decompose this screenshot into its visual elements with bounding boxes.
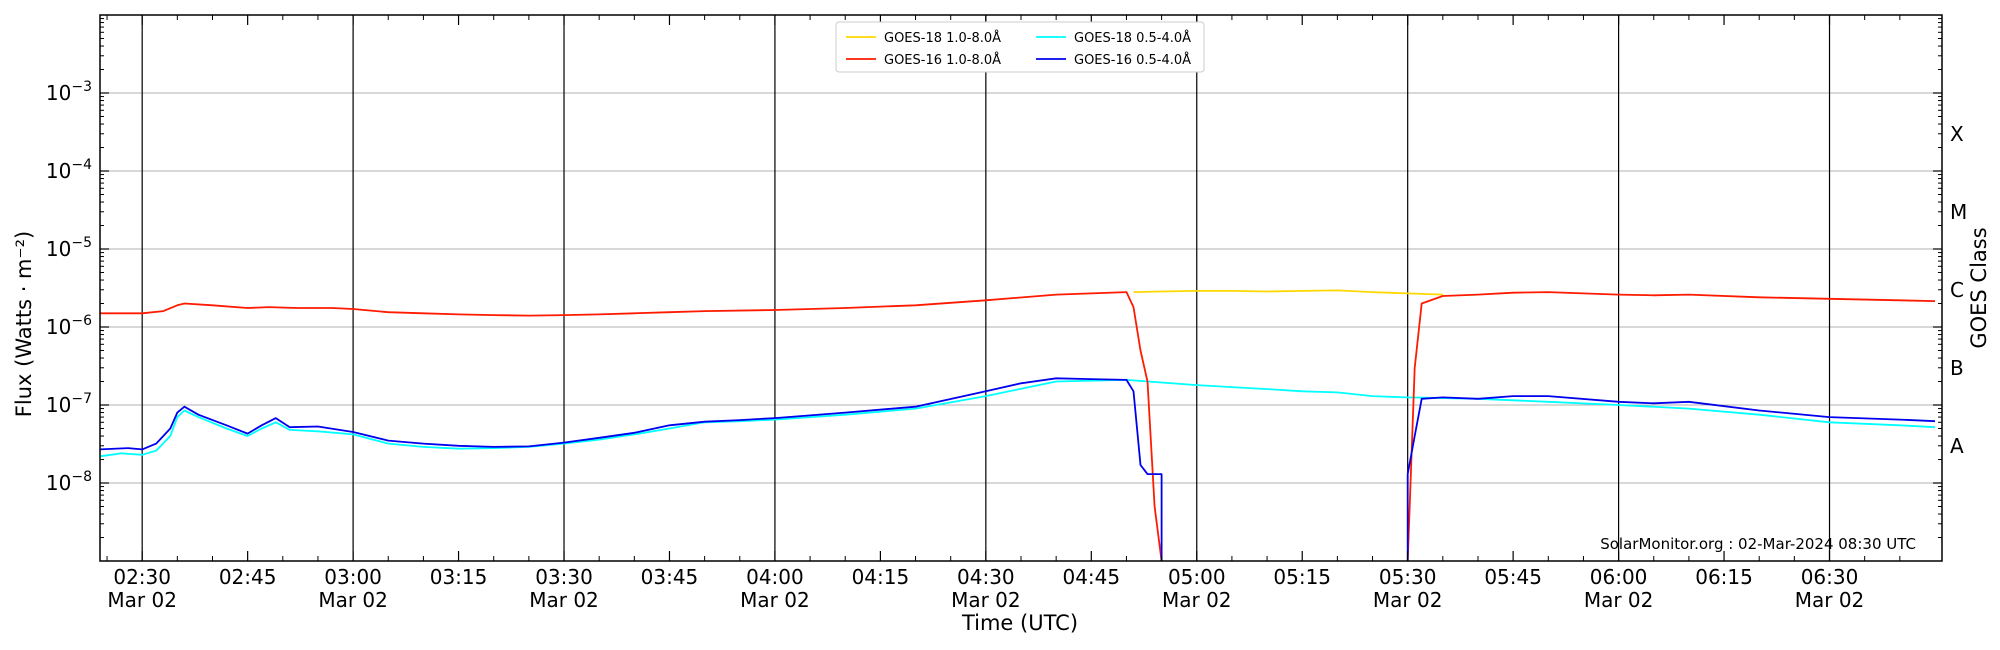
- series-line-5: [1406, 395, 1936, 561]
- x-tick-label: 06:15: [1695, 565, 1753, 589]
- x-tick-label: 02:30: [113, 565, 171, 589]
- x-tick-label: 02:45: [219, 565, 277, 589]
- plot-frame: [99, 14, 1943, 562]
- goes-class-C: C: [1950, 278, 1964, 302]
- x-tick-date: Mar 02: [1162, 588, 1232, 612]
- x-tick-label: 06:00: [1590, 565, 1648, 589]
- series-line-1: [100, 291, 1163, 562]
- y-axis-label: Flux (Watts · m⁻²): [12, 231, 36, 417]
- x-tick-label: 04:45: [1062, 565, 1120, 589]
- y-tick-label: 10−5: [46, 235, 92, 261]
- series-line-4: [99, 377, 1163, 561]
- x-tick-label: 03:30: [535, 565, 593, 589]
- series-line-3: [99, 378, 1936, 458]
- x-tick-label: 04:30: [957, 565, 1015, 589]
- x-tick-date: Mar 02: [318, 588, 388, 612]
- legend-box: [835, 21, 1205, 73]
- x-tick-date: Mar 02: [740, 588, 810, 612]
- y-tick-label: 10−8: [46, 469, 92, 495]
- x-tick-date: Mar 02: [1373, 588, 1443, 612]
- y-tick-label: 10−4: [46, 157, 92, 183]
- legend-entry: GOES-18 1.0-8.0Å: [884, 30, 1001, 46]
- goes-class-labels: A B C M X: [1950, 122, 1967, 458]
- x-tick-label: 05:00: [1168, 565, 1226, 589]
- goes-class-axis-label: GOES Class: [1967, 227, 1991, 348]
- x-tick-date: Mar 02: [1584, 588, 1654, 612]
- goes-class-B: B: [1950, 356, 1964, 380]
- x-tick-date: Mar 02: [107, 588, 177, 612]
- legend-entry: GOES-16 0.5-4.0Å: [1074, 52, 1191, 68]
- credit-text: SolarMonitor.org : 02-Mar-2024 08:30 UTC: [1600, 535, 1916, 553]
- legend-entry: GOES-16 1.0-8.0Å: [884, 52, 1001, 68]
- x-tick-label: 04:00: [746, 565, 804, 589]
- x-tick-label: 05:45: [1484, 565, 1542, 589]
- goes-class-A: A: [1950, 434, 1964, 458]
- x-tick-label: 03:45: [641, 565, 699, 589]
- x-tick-label: 05:30: [1379, 565, 1437, 589]
- series-line-2: [1406, 291, 1936, 562]
- legend: GOES-18 1.0-8.0Å GOES-18 0.5-4.0Å GOES-16 …: [835, 21, 1205, 73]
- x-tick-label: 05:15: [1273, 565, 1331, 589]
- legend-entry: GOES-18 0.5-4.0Å: [1074, 30, 1191, 46]
- x-tick-label: 06:30: [1801, 565, 1859, 589]
- goes-class-X: X: [1950, 122, 1964, 146]
- x-tick-label: 03:00: [324, 565, 382, 589]
- y-tick-label: 10−3: [46, 79, 92, 105]
- x-tick-label: 04:15: [852, 565, 910, 589]
- x-tick-label: 03:15: [430, 565, 488, 589]
- x-tick-date: Mar 02: [529, 588, 599, 612]
- goes-class-M: M: [1950, 200, 1967, 224]
- x-axis-label: Time (UTC): [961, 611, 1078, 635]
- series-line-0: [1133, 289, 1443, 296]
- grid-lines: [100, 15, 1942, 561]
- x-tick-date: Mar 02: [951, 588, 1021, 612]
- data-series: [99, 289, 1936, 562]
- y-tick-label: 10−7: [46, 391, 92, 417]
- x-tick-date: Mar 02: [1795, 588, 1865, 612]
- y-tick-label: 10−6: [46, 313, 92, 339]
